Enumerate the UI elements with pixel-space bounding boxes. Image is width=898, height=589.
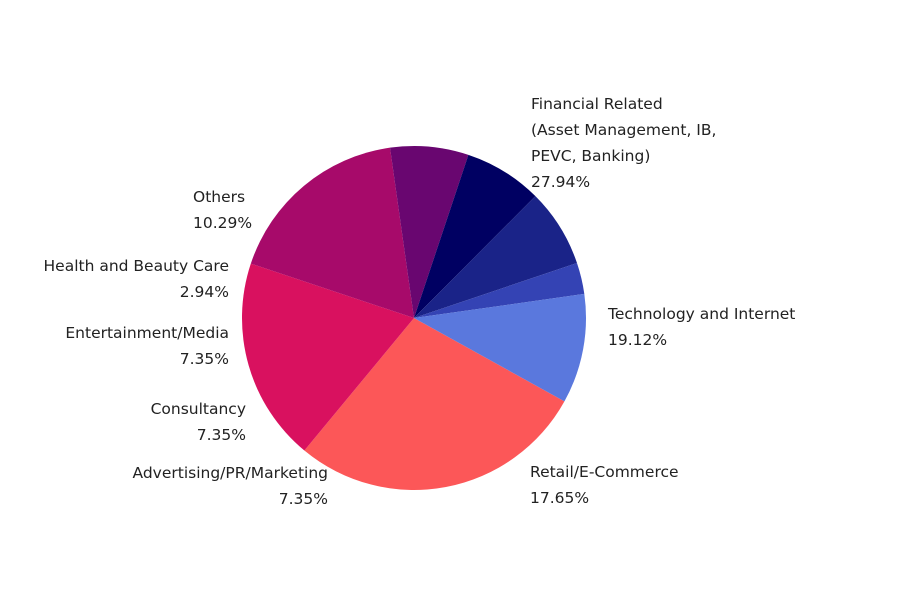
percent-entertainment-media: 7.35% bbox=[179, 350, 229, 368]
label-consultancy: Consultancy 7.35% bbox=[151, 396, 246, 448]
percent-health-and-beauty-care: 2.94% bbox=[179, 283, 229, 301]
pie-slice-consultancy bbox=[414, 154, 536, 318]
percent-technology-and-internet: 19.12% bbox=[608, 331, 668, 349]
pie-slice-retail-e-commerce bbox=[250, 147, 414, 318]
label-financial-related: Financial Related (Asset Management, IB,… bbox=[531, 91, 716, 195]
pie-slice-financial-related bbox=[304, 318, 565, 490]
label-health-and-beauty-care: Health and Beauty Care 2.94% bbox=[44, 253, 229, 305]
label-retail-ecommerce: Retail/E-Commerce 17.65% bbox=[530, 459, 679, 511]
percent-financial-related: 27.94% bbox=[531, 173, 591, 191]
pie-slice-health-and-beauty-care bbox=[414, 263, 585, 318]
percent-consultancy: 7.35% bbox=[196, 426, 246, 444]
label-technology-and-internet: Technology and Internet 19.12% bbox=[608, 301, 795, 353]
pie-slice-others bbox=[414, 293, 587, 402]
percent-others: 10.29% bbox=[193, 214, 253, 232]
pie-slice-technology-and-internet bbox=[241, 263, 414, 451]
label-others: Others 10.29% bbox=[193, 184, 252, 236]
label-advertising-pr-marketing: Advertising/PR/Marketing 7.35% bbox=[133, 460, 329, 512]
pie-slice-advertising-pr-marketing bbox=[390, 145, 469, 318]
label-entertainment-media: Entertainment/Media 7.35% bbox=[65, 320, 229, 372]
pie-slice-entertainment-media bbox=[414, 196, 577, 318]
percent-retail-ecommerce: 17.65% bbox=[530, 489, 590, 507]
percent-advertising-pr-marketing: 7.35% bbox=[278, 490, 328, 508]
